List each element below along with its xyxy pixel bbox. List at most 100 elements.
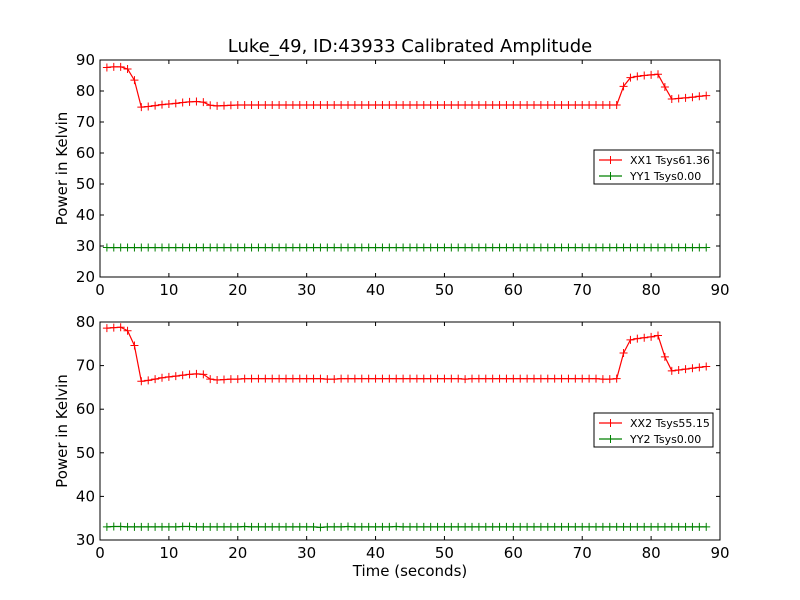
- data-point: [192, 97, 201, 106]
- data-point: [385, 522, 394, 531]
- data-point: [102, 324, 111, 333]
- legend: XX1 Tsys61.36 YY1 Tsys0.00: [593, 149, 714, 185]
- data-point: [481, 522, 490, 531]
- data-point: [660, 352, 669, 361]
- data-point: [605, 100, 614, 109]
- legend-label: YY1 Tsys0.00: [629, 170, 701, 183]
- data-point: [468, 100, 476, 109]
- data-point: [523, 522, 532, 531]
- data-point: [268, 243, 277, 252]
- data-point: [226, 522, 235, 531]
- data-point: [447, 100, 456, 109]
- data-point: [495, 243, 504, 252]
- data-point: [509, 243, 518, 252]
- data-point: [612, 522, 621, 531]
- data-point: [495, 374, 504, 383]
- legend-marker: [606, 435, 615, 443]
- data-point: [543, 522, 552, 531]
- data-point: [626, 243, 635, 252]
- data-point: [364, 100, 373, 109]
- data-point: [688, 522, 697, 531]
- data-point: [557, 374, 566, 383]
- data-point: [378, 243, 387, 252]
- data-point: [247, 522, 256, 531]
- data-point: [309, 100, 318, 109]
- top-panel: 0 10 20 30 40 50 60 70 80 90 20 30 40 50 60 70 80 90 Power…: [53, 51, 730, 299]
- y-axis-label: Power in Kelvin: [53, 374, 71, 488]
- data-point: [302, 100, 311, 109]
- data-point: [254, 100, 263, 109]
- legend-marker: [606, 172, 615, 180]
- data-point: [357, 522, 366, 531]
- data-point: [240, 100, 249, 109]
- data-point: [199, 370, 208, 379]
- data-point: [178, 371, 187, 380]
- data-point: [102, 63, 111, 72]
- data-point: [261, 522, 270, 531]
- data-point: [295, 243, 304, 252]
- data-point: [192, 243, 201, 252]
- data-point: [516, 374, 525, 383]
- data-point: [344, 522, 352, 531]
- data-point: [626, 73, 635, 82]
- data-point: [282, 100, 290, 109]
- y-tick-label: 30: [76, 237, 95, 255]
- data-point: [605, 243, 614, 252]
- data-point: [185, 243, 194, 252]
- data-point: [206, 243, 215, 252]
- data-point: [426, 522, 435, 531]
- data-point: [337, 522, 346, 531]
- data-point: [488, 100, 497, 109]
- data-point: [419, 100, 428, 109]
- data-point: [564, 374, 573, 383]
- data-point: [619, 522, 628, 531]
- data-point: [220, 522, 228, 531]
- data-point: [247, 100, 256, 109]
- data-point: [344, 243, 352, 252]
- data-point: [585, 522, 594, 531]
- legend-label: XX1 Tsys61.36: [630, 154, 710, 167]
- y-tick-label: 90: [76, 51, 95, 69]
- data-point: [364, 374, 373, 383]
- data-point: [550, 522, 559, 531]
- data-point: [137, 522, 146, 531]
- x-tick-label: 60: [504, 544, 523, 562]
- data-point: [330, 100, 339, 109]
- data-point: [116, 243, 125, 252]
- data-point: [302, 243, 311, 252]
- data-point: [426, 243, 435, 252]
- y-axis-label: Power in Kelvin: [53, 112, 71, 226]
- data-point: [240, 374, 249, 383]
- data-point: [557, 100, 566, 109]
- x-tick-label: 80: [642, 281, 661, 299]
- data-point: [702, 91, 711, 100]
- data-point: [585, 374, 594, 383]
- data-point: [598, 100, 607, 109]
- data-point: [337, 100, 346, 109]
- data-point: [399, 100, 408, 109]
- data-point: [509, 100, 518, 109]
- data-point: [178, 98, 187, 107]
- data-point: [536, 243, 545, 252]
- data-point: [502, 100, 511, 109]
- data-point: [495, 522, 504, 531]
- data-point: [171, 99, 180, 108]
- data-point: [316, 243, 325, 252]
- data-point: [578, 243, 587, 252]
- data-point: [295, 374, 304, 383]
- data-point: [185, 522, 194, 531]
- data-point: [440, 100, 449, 109]
- data-point: [330, 375, 339, 384]
- data-point: [295, 522, 304, 531]
- data-point: [488, 522, 497, 531]
- data-point: [633, 243, 642, 252]
- legend-label: YY2 Tsys0.00: [629, 433, 701, 446]
- data-point: [392, 243, 401, 252]
- data-point: [681, 243, 690, 252]
- data-point: [461, 243, 470, 252]
- x-tick-label: 10: [159, 281, 178, 299]
- data-point: [240, 522, 249, 531]
- data-point: [481, 374, 490, 383]
- data-point: [233, 522, 242, 531]
